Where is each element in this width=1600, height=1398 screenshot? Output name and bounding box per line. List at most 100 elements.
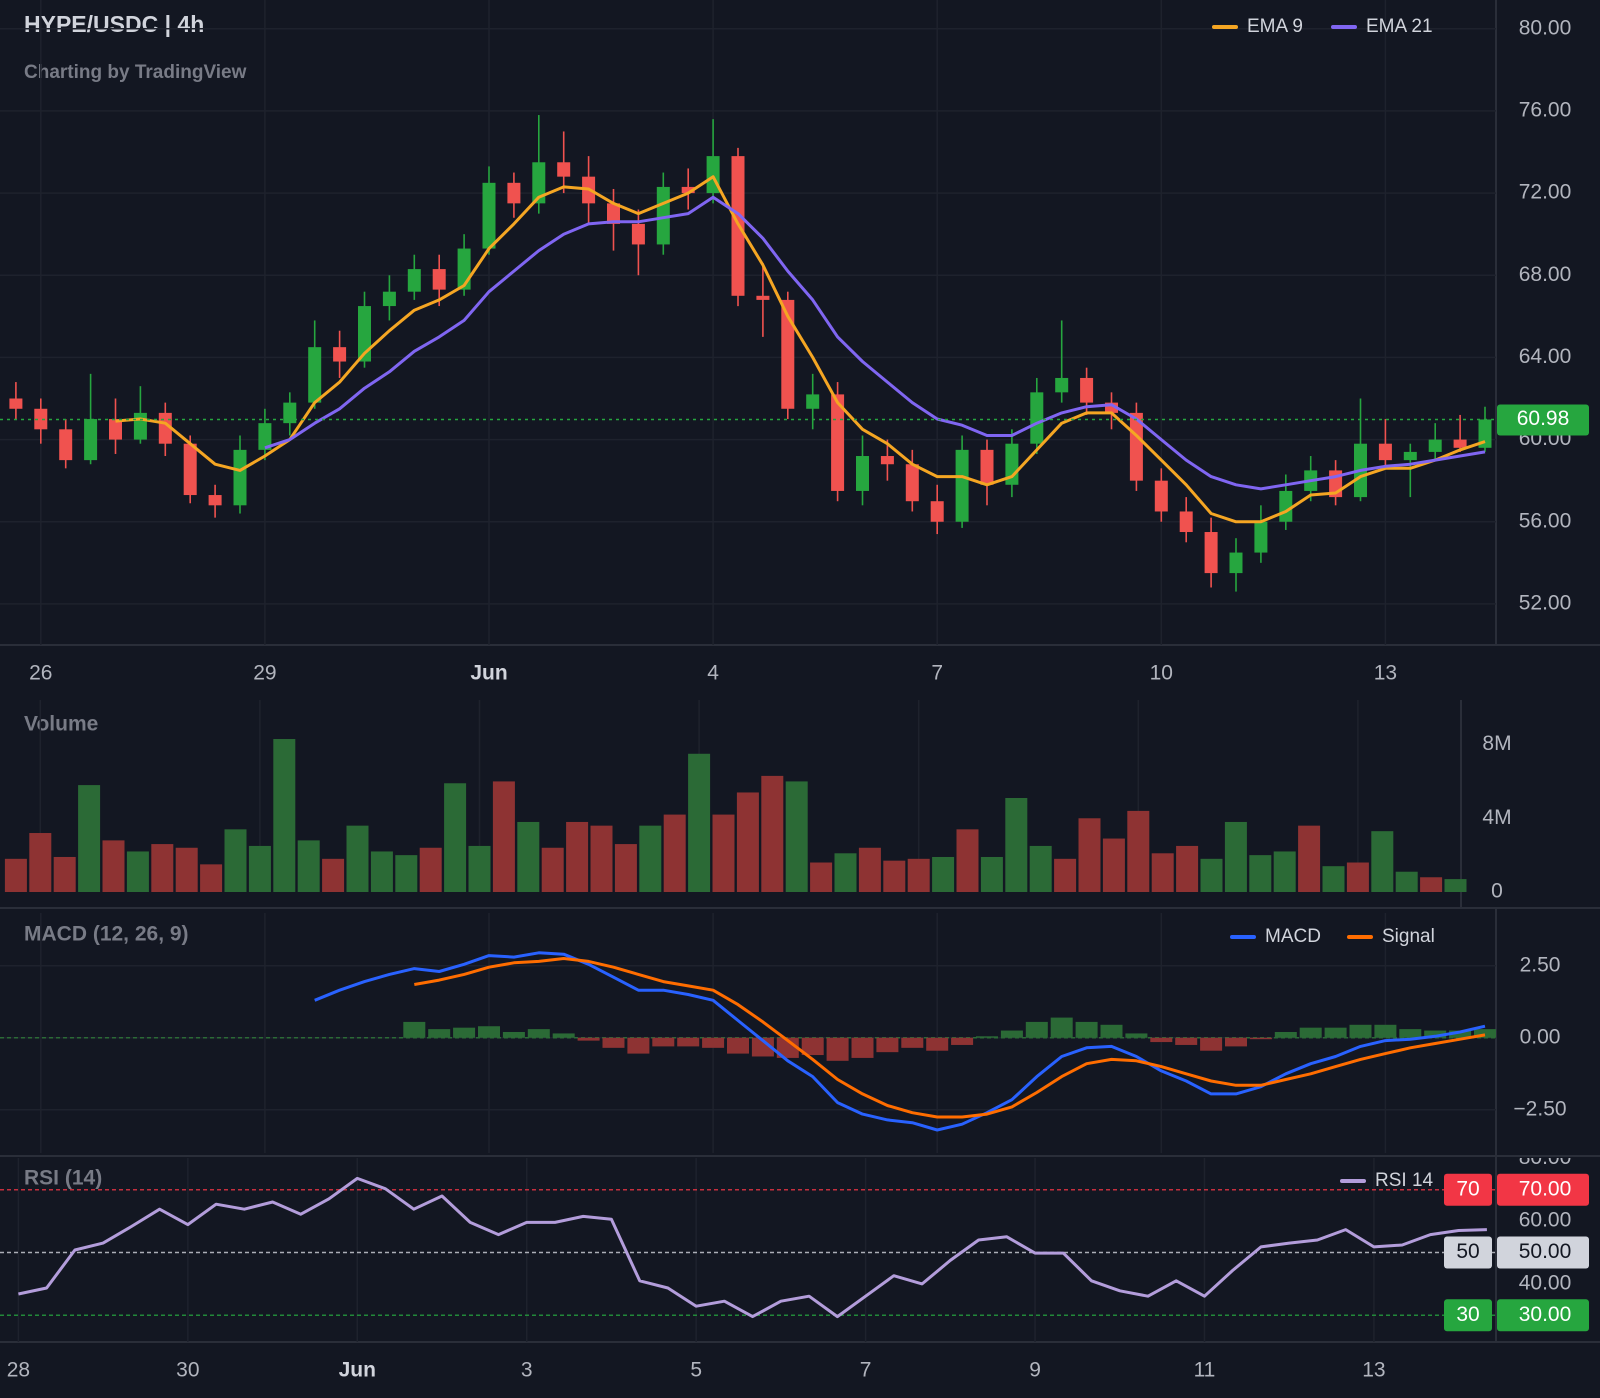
histogram-bar (1200, 1037, 1223, 1051)
candle-body (432, 269, 446, 290)
volume-bar (492, 781, 515, 892)
histogram-bar (776, 1037, 799, 1058)
volume-bar (53, 856, 76, 892)
candle-body (1105, 402, 1118, 413)
y-tick-label: 30.00 (1519, 1303, 1572, 1326)
histogram-bar (1349, 1024, 1372, 1038)
volume-bar (688, 753, 711, 892)
candle-body (407, 269, 421, 292)
volume-bar (370, 851, 393, 892)
histogram-bar (1175, 1037, 1198, 1045)
volume-bar (785, 781, 808, 892)
histogram-bar (527, 1029, 550, 1038)
x-tick-label: Jun (470, 662, 507, 685)
volume-bar (517, 821, 540, 892)
volume-bar (1176, 845, 1199, 892)
candle-body (1154, 480, 1168, 512)
candle-body (1254, 521, 1268, 553)
volume-bar (761, 775, 784, 892)
candle-body (955, 449, 969, 522)
volume-bar (858, 847, 881, 892)
level-axis-box (1497, 1299, 1589, 1332)
histogram-bar (702, 1037, 725, 1048)
volume-bar (980, 856, 1003, 892)
volume-bar (590, 825, 613, 892)
volume-bar (126, 851, 149, 892)
volume-bar (614, 844, 637, 892)
y-tick-label: 4M (1482, 806, 1511, 829)
level-axis-box (1497, 1236, 1589, 1269)
x-tick-label: 13 (1374, 662, 1397, 685)
volume-bar (395, 855, 418, 892)
volume-bar (78, 785, 101, 892)
candle-body (233, 449, 247, 506)
histogram-bar (951, 1037, 974, 1045)
histogram-bar (851, 1037, 874, 1058)
x-tick-label: 28 (7, 1359, 30, 1382)
volume-bar (419, 847, 442, 892)
volume-bar (810, 862, 833, 892)
volume-bar (200, 864, 223, 892)
volume-bar (1322, 866, 1345, 892)
candle-body (109, 419, 122, 440)
x-tick-label: 5 (690, 1359, 702, 1382)
volume-bar (541, 847, 564, 892)
macd-line (414, 957, 1486, 1119)
candle-body (258, 423, 272, 450)
histogram-bar (652, 1037, 675, 1047)
histogram-bar (727, 1037, 749, 1054)
volume-bar (1078, 818, 1101, 892)
y-tick-label: 80.00 (1519, 16, 1572, 39)
x-tick-label: 7 (931, 662, 943, 685)
volume-bar (1127, 810, 1150, 892)
histogram-bar (1299, 1027, 1322, 1038)
candle-body (905, 464, 919, 502)
candle-body (681, 186, 695, 194)
histogram-bar (552, 1033, 575, 1038)
histogram-bar (1100, 1024, 1123, 1038)
volume-bar (1249, 855, 1272, 892)
candle-body (208, 495, 222, 506)
volume-bar (273, 739, 296, 892)
chart-title: HYPE/USDC | 4h (24, 11, 204, 37)
volume-bar (1029, 845, 1052, 892)
y-tick-label: −2.50 (1513, 1097, 1566, 1120)
y-tick-label: 80.00 (1519, 1146, 1572, 1169)
volume-bar (1005, 798, 1028, 892)
y-tick-label: 70.00 (1519, 1177, 1572, 1200)
candle-body (1204, 532, 1218, 574)
candle-body (34, 408, 48, 430)
candle-body (781, 299, 795, 409)
volume-bar (1151, 853, 1174, 892)
histogram-bar (1274, 1031, 1297, 1038)
volume-bar (712, 814, 735, 892)
volume-bar (29, 833, 52, 892)
volume-bar (1224, 821, 1247, 892)
histogram-bar (1324, 1027, 1347, 1038)
macd-title: MACD (12, 26, 9) (24, 923, 189, 946)
x-tick-label: 30 (176, 1359, 199, 1382)
legend-label: RSI 14 (1375, 1170, 1434, 1191)
volume-bar (883, 860, 906, 892)
x-tick-label: 3 (521, 1359, 533, 1382)
volume-bar (248, 845, 271, 892)
candle-body (930, 501, 944, 522)
histogram-bar (976, 1036, 998, 1038)
volume-bar (224, 829, 247, 892)
level-axis-box (1497, 1173, 1589, 1206)
candle-body (482, 182, 496, 249)
histogram-bar (502, 1031, 525, 1038)
candle-body (1378, 443, 1392, 461)
histogram-bar (428, 1029, 451, 1038)
volume-bar (102, 840, 125, 892)
y-tick-label: 0.00 (1520, 1025, 1561, 1048)
candle-body (856, 456, 869, 491)
histogram-bar (876, 1037, 899, 1053)
level-label: 70 (1456, 1177, 1479, 1200)
y-tick-label: 50.00 (1519, 1240, 1572, 1263)
rsi-title: RSI (14) (24, 1167, 102, 1190)
candle-body (1179, 511, 1193, 533)
x-tick-label: 4 (707, 662, 719, 685)
